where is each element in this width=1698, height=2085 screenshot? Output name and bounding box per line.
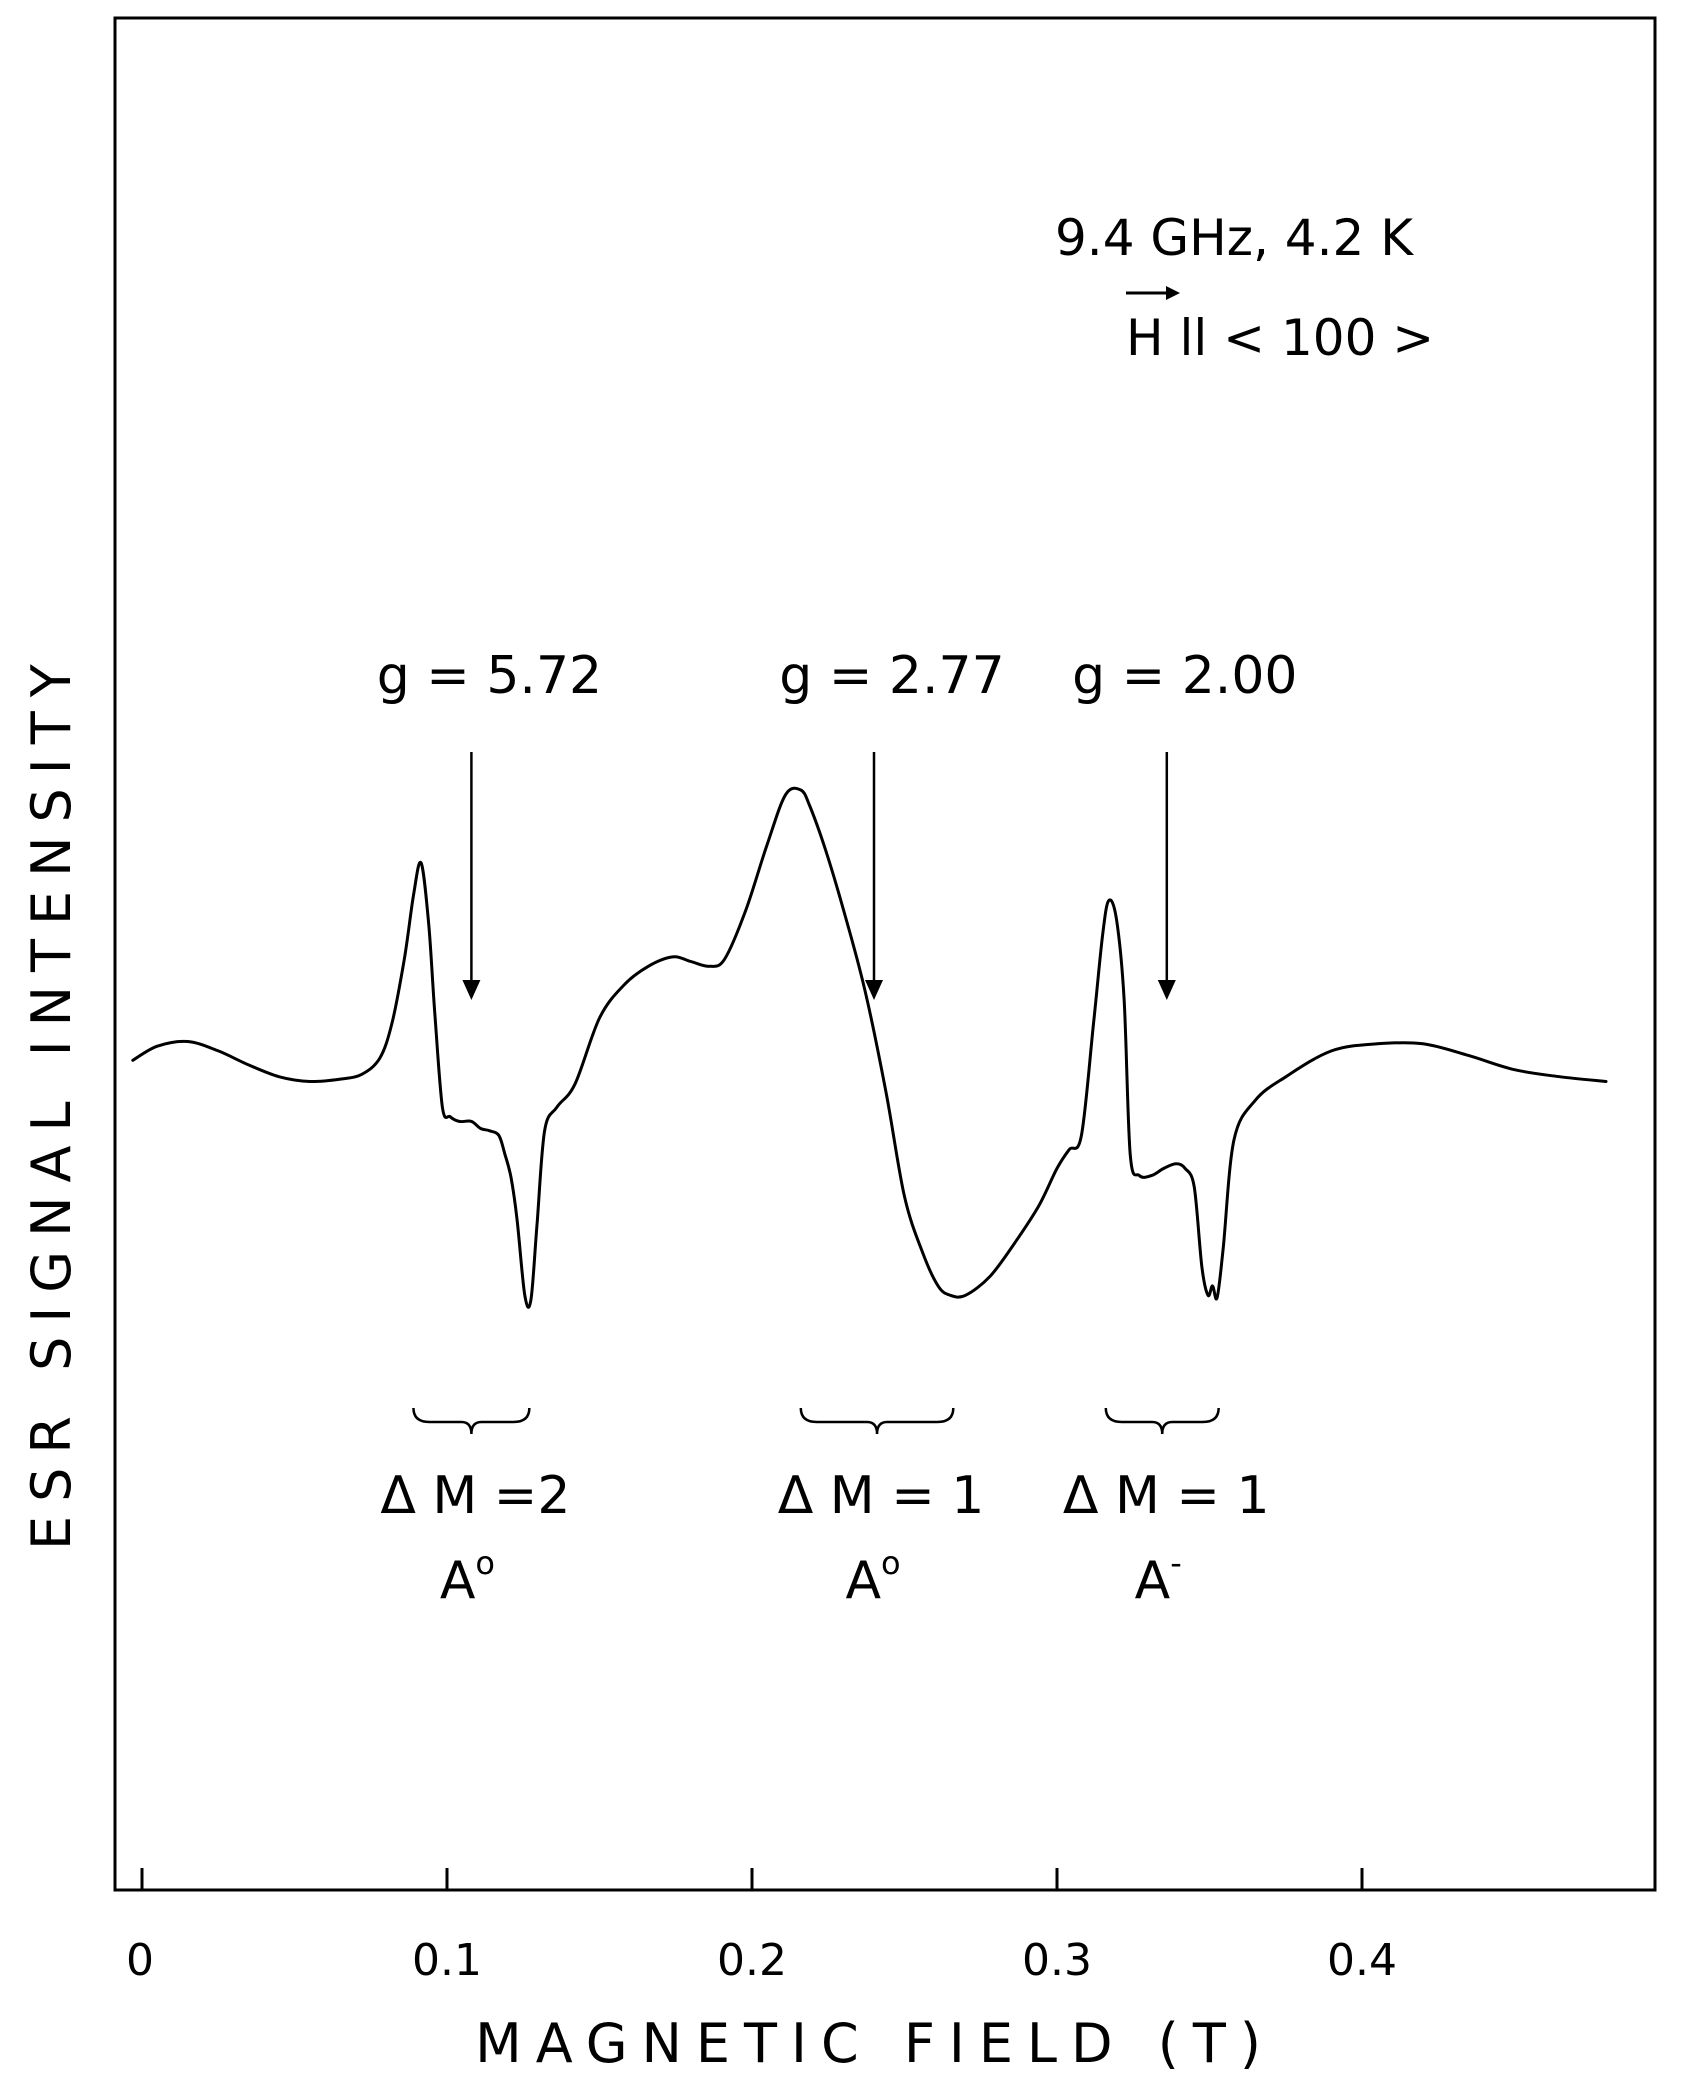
- esr-spectrum-line: [131, 786, 1608, 1309]
- measurement-conditions: 9.4 GHz, 4.2 K H ll < 100 >: [1055, 209, 1434, 367]
- species-charge: o: [475, 1544, 495, 1582]
- annotation-group: g = 2.00 Δ M = 1 A-: [1063, 646, 1298, 1611]
- transition-label: Δ M =2: [380, 1466, 570, 1526]
- x-axis-title: MAGNETIC FIELD (T): [475, 2012, 1275, 2075]
- transition-label: Δ M = 1: [1063, 1466, 1270, 1526]
- x-tick-label: 0.2: [717, 1935, 787, 1986]
- transition-label: Δ M = 1: [778, 1466, 985, 1526]
- x-tick-label: 0.1: [412, 1935, 482, 1986]
- g-value-label: g = 2.00: [1072, 646, 1297, 706]
- y-axis-title: ESR SIGNAL INTENSITY: [20, 650, 83, 1550]
- x-axis-ticks: [140, 1868, 1364, 1890]
- species-label: A-: [1135, 1544, 1182, 1611]
- line-annotations: g = 5.72 Δ M =2 Ao g = 2.77 Δ M = 1 Ao g = 2.0…: [377, 646, 1298, 1611]
- conditions-line-2: H ll < 100 >: [1126, 309, 1434, 367]
- x-tick-label: 0: [126, 1935, 154, 1986]
- species-charge: -: [1170, 1544, 1182, 1582]
- x-tick-label: 0.3: [1022, 1935, 1092, 1986]
- x-axis-tick-labels: 0 0.1 0.2 0.3 0.4: [126, 1935, 1397, 1986]
- field-direction-arrow: [1126, 286, 1180, 300]
- annotation-group: g = 5.72 Δ M =2 Ao: [377, 646, 602, 1611]
- species-symbol: A: [845, 1551, 881, 1611]
- arrow-head: [865, 980, 883, 1000]
- range-bracket: [799, 1407, 955, 1435]
- species-label: Ao: [440, 1544, 495, 1611]
- conditions-line-1: 9.4 GHz, 4.2 K: [1055, 209, 1414, 267]
- species-symbol: A: [440, 1551, 476, 1611]
- plot-frame: [113, 16, 1657, 1892]
- species-symbol: A: [1135, 1551, 1171, 1611]
- range-bracket: [1104, 1407, 1220, 1435]
- field-orientation: ll < 100 >: [1164, 309, 1435, 367]
- field-symbol: H: [1126, 309, 1164, 367]
- arrow-head: [462, 980, 481, 1000]
- species-charge: o: [881, 1544, 901, 1582]
- x-tick-label: 0.4: [1327, 1935, 1397, 1986]
- g-value-label: g = 5.72: [377, 646, 602, 706]
- arrow-head: [1157, 980, 1176, 1000]
- range-bracket: [412, 1407, 531, 1435]
- species-label: Ao: [845, 1544, 900, 1611]
- g-value-label: g = 2.77: [779, 646, 1004, 706]
- annotation-group: g = 2.77 Δ M = 1 Ao: [778, 646, 1005, 1611]
